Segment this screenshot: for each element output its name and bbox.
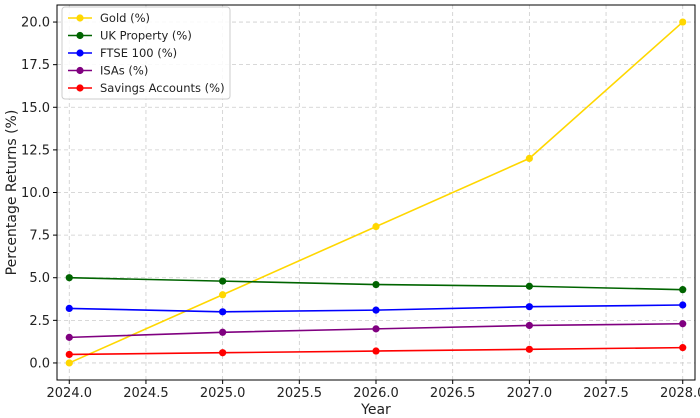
x-tick-label: 2026.0 bbox=[353, 386, 399, 401]
data-point-savings-accounts bbox=[65, 350, 73, 359]
x-axis-title: Year bbox=[360, 402, 391, 418]
x-tick-label: 2024.5 bbox=[123, 386, 169, 401]
data-point-isas bbox=[679, 320, 687, 328]
legend-label: UK Property (%) bbox=[100, 29, 192, 43]
legend: Gold (%) UK Property (%) FTSE 100 (%) ISAs … bbox=[61, 6, 231, 100]
data-point-ftse-100 bbox=[65, 304, 73, 313]
y-tick-label: 7.5 bbox=[29, 229, 50, 244]
legend-swatch-marker bbox=[76, 14, 84, 22]
data-point-uk-property bbox=[219, 277, 227, 285]
x-tick-label: 2025.0 bbox=[200, 386, 246, 401]
data-point-isas bbox=[219, 328, 227, 336]
data-point-uk-property bbox=[372, 280, 380, 289]
data-point-ftse-100 bbox=[219, 308, 227, 316]
legend-label: Savings Accounts (%) bbox=[100, 81, 225, 95]
data-point-uk-property bbox=[65, 274, 73, 282]
x-tick-label: 2026.5 bbox=[430, 386, 476, 401]
data-point-isas bbox=[525, 321, 533, 330]
data-point-savings-accounts bbox=[219, 349, 227, 357]
legend-swatch-marker bbox=[76, 31, 84, 40]
data-point-gold bbox=[65, 359, 73, 367]
data-point-gold bbox=[219, 291, 227, 299]
y-tick-label: 10.0 bbox=[21, 186, 50, 201]
legend-label: ISAs (%) bbox=[100, 64, 148, 78]
y-axis-title: Percentage Returns (%) bbox=[4, 110, 20, 276]
y-tick-label: 17.5 bbox=[21, 58, 50, 73]
legend-label: FTSE 100 (%) bbox=[100, 46, 177, 60]
data-point-ftse-100 bbox=[372, 306, 380, 314]
y-tick-label: 5.0 bbox=[29, 271, 50, 286]
data-point-savings-accounts bbox=[372, 347, 380, 355]
legend-swatch-marker bbox=[76, 49, 84, 57]
series-lines bbox=[65, 18, 687, 367]
x-tick-label: 2027.5 bbox=[583, 386, 629, 401]
data-point-uk-property bbox=[525, 282, 533, 290]
data-point-gold bbox=[372, 222, 380, 231]
axis-ticks: 2024.0 2024.5 2025.0 2025.5 2026.0 2026.5 2027… bbox=[21, 16, 700, 401]
data-point-gold bbox=[679, 18, 687, 26]
legend-swatch-marker bbox=[76, 66, 84, 75]
y-tick-label: 20.0 bbox=[21, 16, 50, 31]
y-tick-label: 2.5 bbox=[29, 314, 50, 329]
x-tick-label: 2024.0 bbox=[47, 386, 93, 401]
y-tick-label: 15.0 bbox=[21, 101, 50, 116]
data-point-ftse-100 bbox=[679, 301, 687, 309]
legend-label: Gold (%) bbox=[100, 11, 150, 25]
data-point-savings-accounts bbox=[679, 344, 687, 352]
legend-box bbox=[61, 6, 231, 100]
data-point-isas bbox=[372, 325, 380, 333]
x-tick-label: 2025.5 bbox=[277, 386, 323, 401]
data-point-uk-property bbox=[679, 286, 687, 294]
y-tick-label: 12.5 bbox=[21, 143, 50, 158]
data-point-gold bbox=[525, 154, 533, 163]
y-tick-label: 0.0 bbox=[29, 356, 50, 371]
data-point-isas bbox=[65, 333, 73, 341]
data-point-ftse-100 bbox=[525, 303, 533, 311]
x-tick-label: 2028.0 bbox=[660, 386, 700, 401]
data-point-savings-accounts bbox=[525, 345, 533, 353]
x-tick-label: 2027.0 bbox=[507, 386, 553, 401]
legend-swatch-marker bbox=[76, 84, 84, 92]
